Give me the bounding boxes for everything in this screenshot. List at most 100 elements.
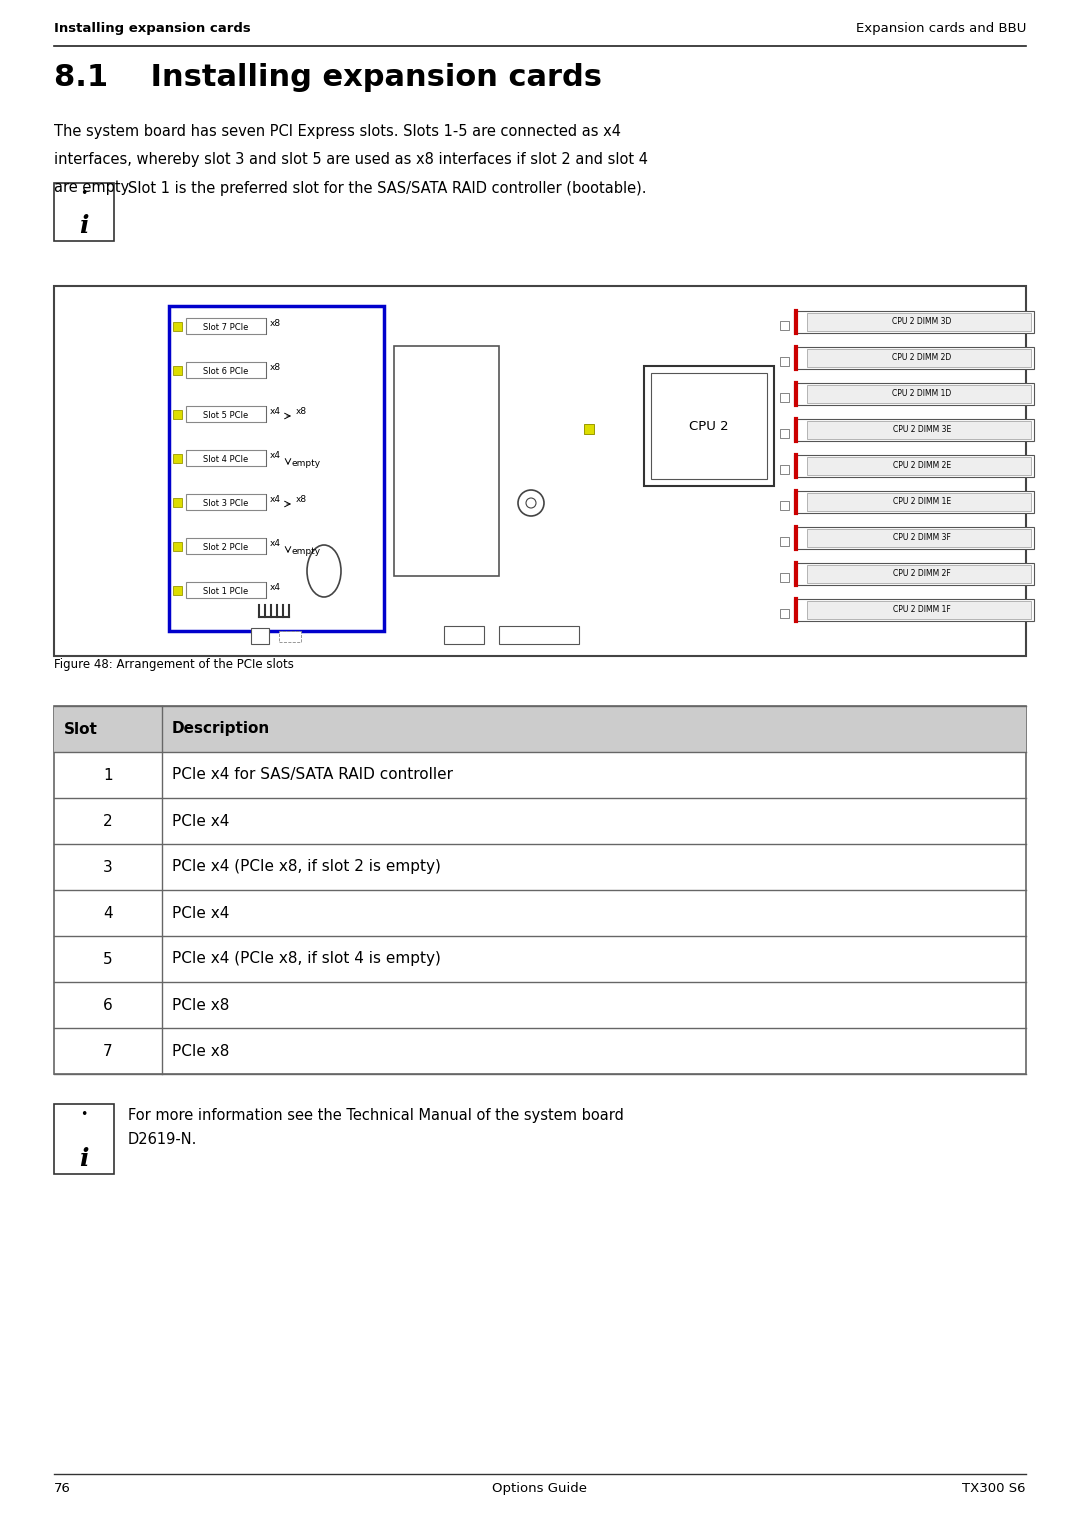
Bar: [794, 526, 1034, 549]
Text: Slot 2 PCIe: Slot 2 PCIe: [203, 543, 248, 552]
Bar: [279, 630, 301, 642]
Text: PCIe x8: PCIe x8: [172, 1044, 229, 1059]
Ellipse shape: [307, 545, 341, 597]
Text: interfaces, whereby slot 3 and slot 5 are used as x8 interfaces if slot 2 and sl: interfaces, whereby slot 3 and slot 5 ar…: [54, 153, 648, 166]
Bar: [173, 455, 183, 462]
Bar: [186, 450, 266, 465]
Text: CPU 2 DIMM 3E: CPU 2 DIMM 3E: [893, 426, 951, 435]
Text: Slot 4 PCIe: Slot 4 PCIe: [203, 455, 248, 464]
Circle shape: [526, 497, 536, 508]
Bar: [794, 420, 1034, 441]
Text: CPU 2 DIMM 2D: CPU 2 DIMM 2D: [892, 354, 951, 363]
Text: 6: 6: [103, 998, 113, 1012]
Bar: [394, 346, 499, 575]
Bar: [780, 357, 789, 366]
Text: x4: x4: [270, 583, 281, 592]
Bar: [780, 465, 789, 475]
Bar: [173, 410, 183, 420]
Text: CPU 2 DIMM 2E: CPU 2 DIMM 2E: [893, 461, 951, 470]
Text: 3: 3: [103, 859, 113, 874]
Bar: [807, 385, 1031, 403]
Text: 4: 4: [104, 905, 112, 920]
Text: x8: x8: [270, 363, 281, 372]
Text: 2: 2: [104, 813, 112, 829]
Text: PCIe x4: PCIe x4: [172, 813, 229, 829]
Bar: [794, 600, 1034, 621]
Bar: [168, 307, 384, 630]
Bar: [780, 394, 789, 401]
Text: CPU 2 DIMM 1E: CPU 2 DIMM 1E: [893, 497, 951, 507]
Bar: [54, 285, 1026, 656]
Text: •: •: [80, 1108, 87, 1122]
Bar: [54, 707, 1026, 752]
Bar: [444, 626, 484, 644]
Text: 5: 5: [104, 952, 112, 966]
Text: CPU 2 DIMM 1D: CPU 2 DIMM 1D: [892, 389, 951, 398]
Bar: [807, 313, 1031, 331]
Bar: [173, 586, 183, 595]
Text: Slot: Slot: [64, 722, 98, 737]
Bar: [186, 406, 266, 423]
Text: Slot 7 PCIe: Slot 7 PCIe: [203, 324, 248, 333]
Text: empty: empty: [292, 459, 321, 468]
Bar: [780, 609, 789, 618]
Bar: [173, 366, 183, 375]
Text: x4: x4: [270, 494, 281, 504]
Text: Slot 3 PCIe: Slot 3 PCIe: [203, 499, 248, 508]
Text: For more information see the Technical Manual of the system board: For more information see the Technical M…: [129, 1108, 624, 1123]
Text: x8: x8: [270, 319, 281, 328]
Text: 8.1    Installing expansion cards: 8.1 Installing expansion cards: [54, 63, 602, 92]
Bar: [780, 537, 789, 546]
Bar: [807, 493, 1031, 511]
Text: x4: x4: [270, 452, 281, 459]
Bar: [807, 601, 1031, 620]
Bar: [780, 320, 789, 330]
Bar: [794, 455, 1034, 478]
Bar: [644, 366, 774, 485]
Bar: [54, 1103, 114, 1173]
Text: PCIe x4 (PCIe x8, if slot 4 is empty): PCIe x4 (PCIe x8, if slot 4 is empty): [172, 952, 441, 966]
Bar: [780, 501, 789, 510]
Bar: [794, 563, 1034, 584]
Bar: [173, 542, 183, 551]
Text: •: •: [80, 188, 87, 200]
Bar: [794, 346, 1034, 369]
Text: Slot 5 PCIe: Slot 5 PCIe: [203, 410, 248, 420]
Text: 1: 1: [104, 768, 112, 783]
Bar: [807, 349, 1031, 366]
Bar: [186, 494, 266, 510]
Text: i: i: [79, 214, 89, 238]
Text: x4: x4: [270, 407, 281, 417]
Bar: [584, 424, 594, 433]
Text: Slot 1 PCIe: Slot 1 PCIe: [203, 588, 248, 597]
Bar: [173, 322, 183, 331]
Bar: [780, 572, 789, 581]
Bar: [186, 581, 266, 598]
Text: Slot 6 PCIe: Slot 6 PCIe: [203, 366, 248, 375]
Text: CPU 2 DIMM 2F: CPU 2 DIMM 2F: [893, 569, 950, 578]
Text: Figure 48: Arrangement of the PCIe slots: Figure 48: Arrangement of the PCIe slots: [54, 658, 294, 671]
Bar: [186, 317, 266, 334]
Text: CPU 2 DIMM 1F: CPU 2 DIMM 1F: [893, 606, 950, 615]
Bar: [499, 626, 579, 644]
Bar: [54, 707, 1026, 1074]
Text: PCIe x4: PCIe x4: [172, 905, 229, 920]
Text: TX300 S6: TX300 S6: [962, 1482, 1026, 1495]
Bar: [807, 530, 1031, 546]
Bar: [186, 362, 266, 378]
Bar: [794, 491, 1034, 513]
Text: Options Guide: Options Guide: [492, 1482, 588, 1495]
Text: CPU 2: CPU 2: [689, 420, 729, 432]
Text: x8: x8: [296, 407, 307, 417]
Bar: [173, 497, 183, 507]
Bar: [794, 383, 1034, 404]
Text: D2619-N.: D2619-N.: [129, 1132, 198, 1148]
Text: PCIe x4 (PCIe x8, if slot 2 is empty): PCIe x4 (PCIe x8, if slot 2 is empty): [172, 859, 441, 874]
Bar: [780, 429, 789, 438]
Bar: [251, 629, 269, 644]
Text: 76: 76: [54, 1482, 71, 1495]
Text: empty: empty: [292, 546, 321, 555]
Text: The system board has seven PCI Express slots. Slots 1-5 are connected as x4: The system board has seven PCI Express s…: [54, 124, 621, 139]
Text: 7: 7: [104, 1044, 112, 1059]
Bar: [807, 565, 1031, 583]
